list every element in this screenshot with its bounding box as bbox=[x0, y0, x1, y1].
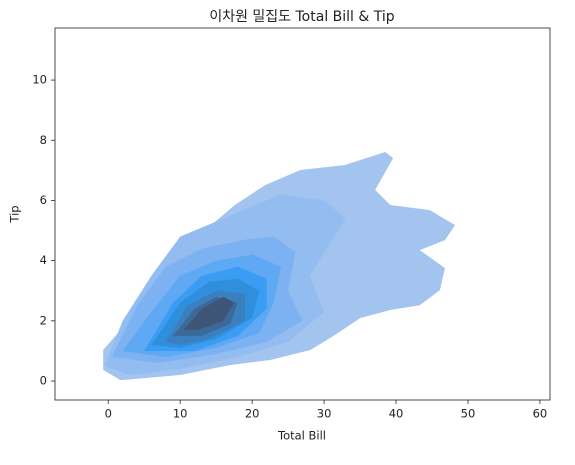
y-tick-label: 6 bbox=[40, 193, 47, 207]
y-tick-label: 8 bbox=[40, 133, 47, 147]
y-tick-label: 2 bbox=[40, 313, 47, 327]
y-tick-label: 10 bbox=[32, 73, 47, 87]
x-tick-label: 40 bbox=[389, 407, 404, 421]
x-tick-label: 30 bbox=[317, 407, 332, 421]
x-tick-label: 60 bbox=[533, 407, 548, 421]
density-contour bbox=[183, 296, 235, 330]
x-tick-label: 10 bbox=[173, 407, 188, 421]
x-tick-label: 0 bbox=[105, 407, 112, 421]
chart-title: 이차원 밀집도 Total Bill & Tip bbox=[209, 9, 394, 25]
axes-frame bbox=[54, 27, 551, 401]
y-axis-label: Tip bbox=[8, 205, 22, 223]
y-tick-label: 4 bbox=[40, 253, 47, 267]
x-tick-label: 50 bbox=[461, 407, 476, 421]
x-tick-label: 20 bbox=[245, 407, 260, 421]
x-axis-label: Total Bill bbox=[277, 429, 326, 443]
y-tick-label: 0 bbox=[40, 374, 47, 388]
plot-area bbox=[103, 152, 456, 381]
